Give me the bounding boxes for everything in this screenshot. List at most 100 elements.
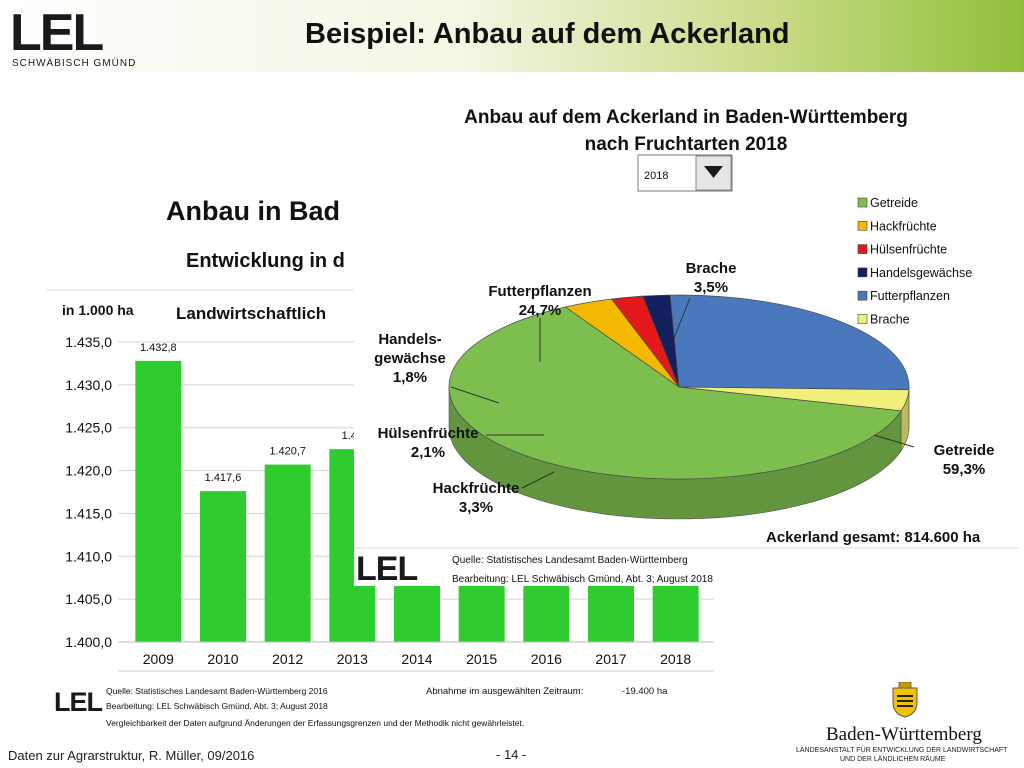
legend-item: Hackfrüchte [857,219,937,233]
bar-value-label: 1.417,6 [205,472,242,484]
unit-label: in 1.000 ha [62,302,134,318]
institution-line2: UND DER LÄNDLICHEN RÄUME [840,756,946,763]
decrease-value: -19.400 ha [622,686,668,697]
callout-leader [873,434,915,448]
bar [264,464,311,642]
callout-name-line2: gewächse [374,350,446,367]
coat-of-arms-icon [892,682,918,718]
callout-name: Hackfrüchte [433,480,520,497]
logo-text: LEL [10,4,104,62]
x-tick-label: 2014 [401,651,432,667]
pie-callout: Futterpflanzen 24,7% [488,283,592,362]
callout-name: Hülsenfrüchte [378,425,479,442]
y-axis-ticks: 1.400,0 1.405,0 1.410,0 1.415,0 1.420,0 1.425… [65,334,112,650]
pie-slice [669,294,910,391]
lel-logo: LEL SCHWÄBISCH GMÜND [10,4,135,72]
year-dropdown[interactable]: 2018 [637,154,733,192]
x-tick-label: 2018 [660,651,691,667]
legend-item: Futterpflanzen [857,289,950,303]
legend-swatch [857,197,868,208]
legend-swatch [857,244,868,254]
legend-item: Getreide [857,196,918,210]
x-tick-label: 2017 [595,651,626,667]
legend-item: Hülsenfrüchte [857,243,947,257]
callout-name: Getreide [934,442,995,459]
legend-swatch [857,221,868,231]
legend-label: Hülsenfrüchte [870,243,947,257]
y-tick-label: 1.420,0 [65,463,112,479]
pie-source-line2: Bearbeitung: LEL Schwäbisch Gmünd, Abt. … [452,574,713,585]
callout-leader [521,471,555,489]
pie-callouts: Getreide 59,3% Hackfrüchte 3,3% Hülsenfrücht… [374,260,994,516]
legend-item: Handelsgewächse [857,266,972,280]
pie-callout: Hülsenfrüchte 2,1% [378,425,544,461]
bar-value-label: 1.432,8 [140,342,177,354]
callout-name: Handels- [378,331,441,348]
x-tick-label: 2010 [207,651,238,667]
y-tick-label: 1.405,0 [65,591,112,607]
legend-swatch [857,314,868,324]
pie-slice [678,386,910,412]
pie-slice [448,306,902,480]
pie-callout: Brache 3,5% [673,260,737,339]
slide-title: Beispiel: Anbau auf dem Ackerland [305,18,790,50]
x-tick-label: 2016 [531,651,562,667]
bar-source-line2: Bearbeitung: LEL Schwäbisch Gmünd, Abt. … [106,701,328,711]
x-tick-label: 2015 [466,651,497,667]
bar-footer-logo-text: LEL [54,687,103,717]
callout-value: 59,3% [943,461,986,478]
pie-callout: Getreide 59,3% [873,434,995,478]
legend-label: Hackfrüchte [870,219,937,233]
legend-label: Futterpflanzen [870,289,950,303]
y-tick-label: 1.435,0 [65,334,112,350]
pie-callout: Handels-gewächse 1,8% [374,331,500,404]
callout-value: 2,1% [411,444,445,461]
callout-leader [450,386,500,404]
callout-leader [673,297,691,339]
pie-legend: Getreide Hackfrüchte Hülsenfrüchte Handelsg… [857,196,972,327]
legend-item: Brache [857,313,910,327]
callout-value: 3,5% [694,279,728,296]
bw-logo-block: Baden-Württemberg LANDESANSTALT FÜR ENTW… [792,680,1020,768]
legend-swatch [857,290,868,301]
bar-chart-title-fragment: Anbau in Bad [166,196,340,226]
y-tick-label: 1.400,0 [65,634,112,650]
bar-value-label: 1.420,7 [269,446,306,458]
x-tick-label: 2009 [143,651,174,667]
callout-value: 1,8% [393,369,427,386]
bar-source-line1: Quelle: Statistisches Landesamt Baden-Wü… [106,686,328,696]
chevron-down-icon [704,166,723,178]
callout-value: 3,3% [459,499,493,516]
bar-chart-subtitle-fragment: Entwicklung in d [186,250,345,272]
y-tick-label: 1.410,0 [65,548,112,564]
pie-source-line1: Quelle: Statistisches Landesamt Baden-Wü… [452,555,688,566]
pie-footer-logo-text: LEL [356,550,417,586]
slide-header: LEL SCHWÄBISCH GMÜND Beispiel: Anbau auf… [0,0,1024,72]
pie-chart-panel: Anbau auf dem Ackerland in Baden-Württem… [354,100,1019,588]
pie-title-line2: nach Fruchtarten 2018 [585,134,788,155]
pie-slices [448,294,910,480]
callout-name: Futterpflanzen [488,283,591,300]
bar [135,360,182,642]
bar [200,491,246,642]
callout-name: Brache [686,260,737,277]
legend-label: Handelsgewächse [870,266,972,280]
pie-title-line1: Anbau auf dem Ackerland in Baden-Württem… [464,107,908,128]
bar-chart: Anbau in Bad Entwicklung in d in 1.000 h… [46,196,714,728]
legend-swatch [857,267,868,278]
y-tick-label: 1.430,0 [65,377,112,393]
institution-line1: LANDESANSTALT FÜR ENTWICKLUNG DER LANDWI… [796,747,1008,754]
decrease-label: Abnahme im ausgewählten Zeitraum: [426,686,583,697]
bar-footer-logo: LEL [54,687,104,717]
legend-label: Getreide [870,196,918,210]
y-tick-label: 1.425,0 [65,420,112,436]
pie-chart: Anbau auf dem Ackerland in Baden-Württem… [354,107,1019,588]
bar-series [135,360,699,642]
page-number: - 14 - [496,747,527,762]
pie-footer-logo: LEL [356,550,418,588]
logo-subtitle: SCHWÄBISCH GMÜND [12,58,137,69]
year-dropdown-value: 2018 [644,170,668,182]
footer-author: Daten zur Agrarstruktur, R. Müller, 09/2… [8,748,255,763]
x-axis-ticks: 2009 2010 2012 2013 2014 2015 2016 2017 2018 [143,651,692,667]
pie-callout: Hackfrüchte 3,3% [433,471,555,516]
